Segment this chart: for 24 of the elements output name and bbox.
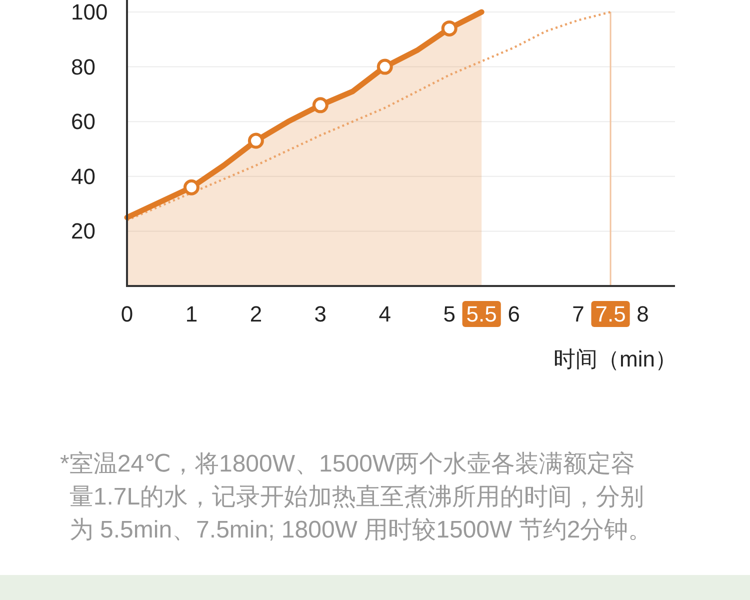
y-tick-label: 60 <box>71 109 96 134</box>
x-tick-label: 7 <box>572 302 584 326</box>
x-tick-label: 5.5 <box>466 302 497 326</box>
x-tick-label: 3 <box>314 302 327 326</box>
y-tick-label: 100 <box>71 0 108 24</box>
y-tick-label: 80 <box>71 54 96 80</box>
point <box>312 97 328 114</box>
point <box>441 20 458 36</box>
point <box>183 179 200 196</box>
x-tick-label: 2 <box>250 302 262 326</box>
y-tick-label: 20 <box>71 218 96 244</box>
x-tick-label: 8 <box>636 302 649 326</box>
x-tick-label: 1 <box>185 302 198 326</box>
x-tick-label: 5 <box>443 302 456 326</box>
x-tick-label: 6 <box>508 302 520 326</box>
x-tick-label: 7.5 <box>595 302 626 326</box>
point <box>376 58 393 75</box>
line-series <box>126 10 612 222</box>
text: *室温24℃，将1800W、1500W两个水壶各装满额定容量1.7L的水，记录开始加热直至煮沸所用的时间，分别为 5.5min、7.5min; 1800W 用时较1500W 节约2分钟。 <box>60 450 652 544</box>
y-tick-label: 40 <box>71 164 96 189</box>
x-tick-label: 4 <box>378 302 392 326</box>
x-tick-label: 0 <box>120 302 134 326</box>
x-axis-title: 时间（min） <box>554 346 677 372</box>
point <box>248 132 264 149</box>
